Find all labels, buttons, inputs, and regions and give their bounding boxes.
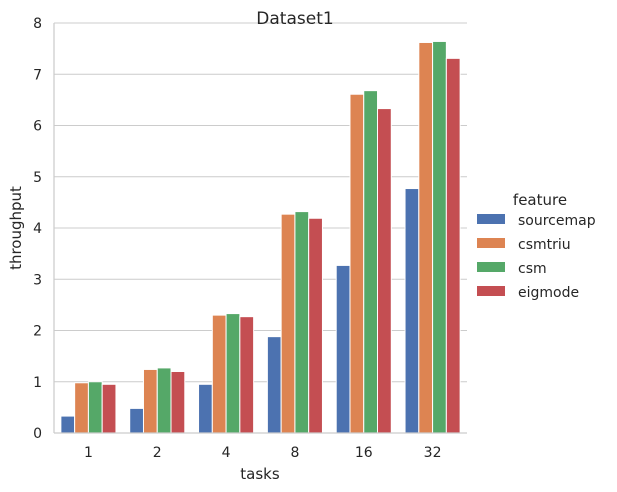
bar-csmtriu-2 bbox=[142, 368, 158, 434]
legend-label-eigmode: eigmode bbox=[518, 285, 579, 301]
gridlines bbox=[54, 22, 467, 383]
bar-csmtriu-16 bbox=[349, 93, 365, 434]
bar-csmtriu-4 bbox=[211, 314, 227, 434]
bar-sourcemap-2 bbox=[129, 407, 144, 434]
legend-label-sourcemap: sourcemap bbox=[518, 213, 596, 229]
x-tick-label: 16 bbox=[355, 445, 373, 461]
y-tick-label: 4 bbox=[33, 221, 42, 237]
y-tick-labels: 0 1 2 3 4 5 6 7 8 bbox=[33, 16, 42, 442]
legend-swatch-eigmode bbox=[477, 286, 505, 296]
bar-csmtriu-32 bbox=[418, 41, 434, 434]
bar-csmtriu-8 bbox=[280, 213, 296, 434]
bar-csm-4 bbox=[225, 313, 241, 434]
bar-eigmode-32 bbox=[445, 57, 461, 434]
x-tick-label: 8 bbox=[290, 445, 299, 461]
legend-swatch-sourcemap bbox=[477, 214, 505, 224]
bar-sourcemap-8 bbox=[266, 336, 282, 434]
y-tick-label: 2 bbox=[33, 324, 42, 340]
axes-spines bbox=[53, 23, 467, 434]
legend-title: feature bbox=[513, 191, 567, 209]
x-tick-labels: 1 2 4 8 16 32 bbox=[84, 445, 442, 461]
y-tick-label: 0 bbox=[33, 426, 42, 442]
bar-sourcemap-4 bbox=[198, 383, 213, 434]
bars bbox=[60, 40, 461, 434]
legend-label-csm: csm bbox=[518, 261, 547, 277]
y-tick-label: 1 bbox=[33, 375, 42, 391]
chart-title: Dataset1 bbox=[256, 9, 333, 29]
bar-sourcemap-16 bbox=[335, 264, 351, 434]
y-axis-label: throughput bbox=[7, 186, 25, 270]
y-tick-label: 8 bbox=[33, 16, 42, 32]
bar-sourcemap-32 bbox=[404, 188, 420, 434]
bar-eigmode-4 bbox=[239, 316, 255, 434]
bar-eigmode-1 bbox=[101, 383, 117, 434]
bar-csm-32 bbox=[432, 40, 447, 434]
legend-items: sourcemap csmtriu csm eigmode bbox=[477, 213, 596, 301]
bar-sourcemap-1 bbox=[60, 415, 76, 434]
bar-csm-1 bbox=[87, 381, 103, 434]
y-tick-label: 6 bbox=[33, 119, 42, 135]
x-tick-label: 1 bbox=[84, 445, 93, 461]
bar-eigmode-8 bbox=[308, 217, 323, 434]
bar-eigmode-16 bbox=[377, 108, 392, 434]
y-tick-label: 7 bbox=[33, 67, 42, 83]
bar-csm-8 bbox=[294, 211, 310, 434]
x-tick-label: 2 bbox=[153, 445, 162, 461]
y-tick-label: 3 bbox=[33, 272, 42, 288]
legend-swatch-csm bbox=[477, 262, 505, 272]
legend: feature sourcemap csmtriu csm eigmode bbox=[477, 191, 596, 301]
y-tick-label: 5 bbox=[33, 170, 42, 186]
x-axis-label: tasks bbox=[240, 465, 280, 483]
x-tick-label: 32 bbox=[424, 445, 442, 461]
bar-csm-16 bbox=[363, 90, 379, 434]
legend-swatch-csmtriu bbox=[477, 238, 505, 248]
x-tick-label: 4 bbox=[222, 445, 231, 461]
bar-csmtriu-1 bbox=[74, 382, 89, 434]
legend-label-csmtriu: csmtriu bbox=[518, 237, 571, 253]
bar-csm-2 bbox=[156, 367, 172, 434]
bar-eigmode-2 bbox=[170, 371, 186, 434]
